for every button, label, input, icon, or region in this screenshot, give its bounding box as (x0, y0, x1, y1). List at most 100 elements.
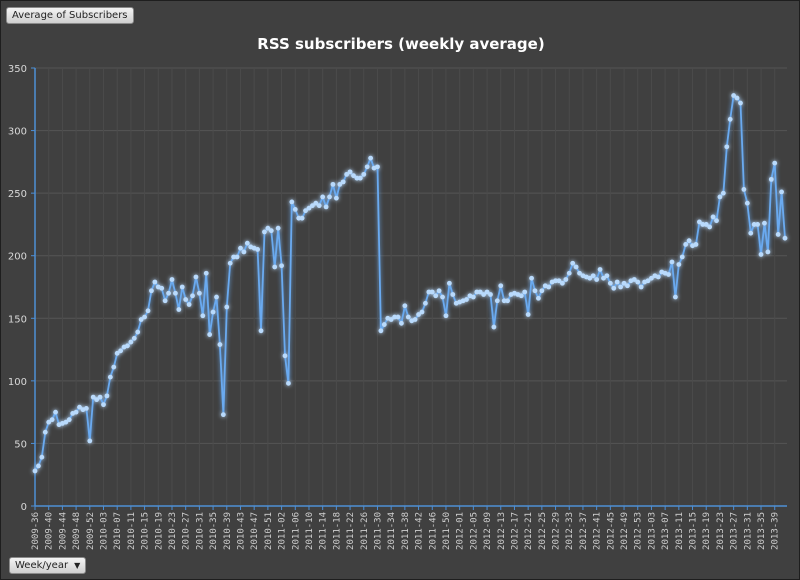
data-point (488, 292, 493, 297)
data-point (522, 289, 528, 295)
x-tick-label: 2012-09 (483, 512, 493, 550)
data-point (669, 259, 675, 265)
data-point (597, 267, 603, 272)
x-tick-label: 2010-27 (182, 512, 192, 550)
data-point (416, 312, 421, 317)
data-point (323, 204, 329, 210)
data-point (423, 300, 428, 306)
data-point (604, 273, 610, 279)
data-point (32, 468, 38, 474)
data-point (77, 404, 82, 410)
data-point (94, 397, 100, 403)
data-point (498, 283, 504, 289)
data-point (553, 278, 558, 284)
x-tick-label: 2012-05 (469, 512, 479, 550)
data-point (426, 289, 432, 295)
data-point (536, 295, 541, 301)
data-point (279, 263, 284, 269)
x-tick-label: 2013-11 (675, 512, 685, 550)
x-tick-label: 2012-29 (552, 512, 562, 550)
data-point (128, 339, 134, 345)
x-tick-label: 2012-01 (456, 512, 466, 550)
data-point (539, 288, 545, 294)
value-field-button[interactable]: Average of Subscribers (6, 7, 134, 24)
x-tick-label: 2013-15 (689, 512, 699, 550)
data-point (724, 144, 730, 150)
data-point (354, 175, 360, 181)
x-tick-label: 2009-48 (72, 512, 82, 550)
data-point (762, 220, 767, 226)
data-point (645, 278, 651, 284)
data-point (207, 332, 213, 337)
series-line (34, 94, 786, 472)
x-tick-label: 2010-23 (168, 512, 178, 550)
data-point (309, 203, 315, 209)
data-point (361, 171, 367, 177)
x-tick-label: 2010-51 (264, 512, 274, 550)
data-point (149, 288, 154, 294)
data-point (464, 297, 469, 302)
data-point (765, 249, 771, 255)
data-point (686, 238, 692, 244)
x-tick-label: 2013-35 (757, 512, 767, 550)
data-point (303, 208, 308, 214)
data-point (241, 249, 247, 255)
data-point (649, 275, 654, 281)
data-point (768, 176, 774, 182)
data-point (203, 270, 209, 276)
data-point (392, 314, 397, 320)
data-point (491, 324, 497, 330)
data-point (440, 294, 445, 300)
data-point (738, 100, 743, 106)
data-point (107, 374, 113, 380)
data-point (186, 302, 192, 307)
x-tick-label: 2010-07 (113, 512, 123, 550)
data-point (224, 304, 230, 310)
x-tick-label: 2009-44 (58, 512, 68, 550)
data-point (53, 409, 58, 415)
data-point (666, 272, 671, 277)
data-point (532, 288, 538, 294)
data-point (446, 280, 452, 286)
data-point (429, 289, 435, 295)
data-point (501, 298, 507, 304)
data-point (676, 262, 682, 267)
data-point (169, 277, 175, 282)
data-point (577, 270, 582, 276)
y-tick-label: 250 (8, 189, 27, 200)
x-tick-label: 2013-03 (647, 512, 657, 550)
data-point (481, 292, 487, 297)
x-tick-label: 2011-02 (278, 512, 288, 550)
data-point (238, 245, 243, 251)
axis-field-dropdown[interactable]: Week/year ▼ (9, 557, 87, 574)
data-point (621, 280, 627, 286)
y-axis-ticks: 0 50 100 150 200 250 300 350 (8, 64, 27, 513)
x-tick-label: 2012-33 (565, 512, 575, 550)
data-point (272, 264, 278, 270)
x-tick-label: 2010-39 (223, 512, 233, 550)
data-point (707, 224, 713, 230)
data-point (673, 294, 678, 300)
axes (31, 67, 787, 510)
data-point (193, 274, 199, 280)
data-point (320, 194, 326, 200)
x-axis-ticks: 2009-36 2009-40 2009-44 2009-48 2009-52 2010-… (31, 512, 781, 550)
data-point (399, 320, 404, 326)
data-point (419, 309, 425, 315)
data-point (114, 350, 120, 356)
data-point (152, 279, 158, 285)
data-point (282, 353, 288, 359)
data-point (286, 380, 291, 386)
x-tick-label: 2012-49 (620, 512, 630, 550)
data-point (364, 164, 370, 170)
x-tick-label: 2012-41 (593, 512, 603, 550)
data-point (683, 242, 689, 247)
x-tick-label: 2012-13 (497, 512, 507, 550)
data-point (412, 317, 418, 322)
data-point (49, 417, 55, 423)
data-point (66, 417, 72, 423)
data-point (244, 240, 250, 246)
data-point (741, 186, 747, 192)
data-point (566, 270, 572, 276)
data-point (183, 297, 189, 302)
